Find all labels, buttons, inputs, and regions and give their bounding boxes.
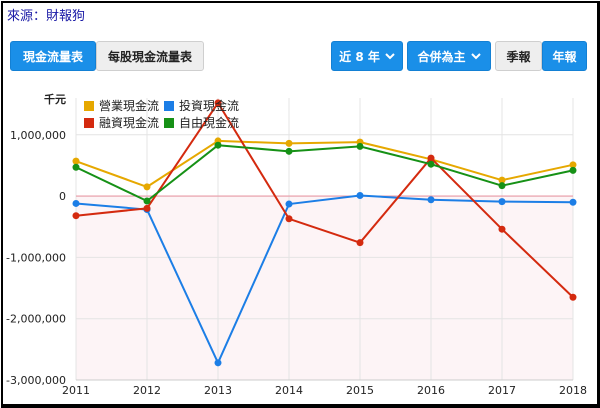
data-point-operating: [498, 176, 506, 184]
data-point-financing: [143, 204, 151, 212]
data-point-free: [498, 182, 506, 190]
legend-label-free: 自由現金流: [179, 115, 239, 130]
data-point-investing: [72, 199, 80, 207]
data-point-free: [143, 197, 151, 205]
data-point-free: [72, 163, 80, 171]
tab-cash-flow[interactable]: 現金流量表: [10, 41, 96, 71]
data-point-financing: [214, 99, 222, 107]
consolidation-dropdown-label: 合併為主: [417, 49, 466, 64]
data-point-financing: [72, 212, 80, 220]
data-point-operating: [285, 139, 293, 147]
consolidation-dropdown[interactable]: 合併為主: [407, 41, 491, 71]
data-point-investing: [498, 198, 506, 206]
data-point-free: [356, 142, 364, 150]
chevron-down-icon: [470, 50, 481, 63]
legend-swatch-free: [164, 118, 174, 128]
series-line-operating: [75, 139, 574, 188]
data-point-investing: [427, 196, 435, 204]
x-tick-label: 2011: [62, 384, 90, 397]
x-tick-label: 2016: [417, 384, 445, 397]
data-point-operating: [143, 183, 151, 191]
y-axis-ticks: 1,000,000 0 -1,000,000 -2,000,000 -3,000,000: [6, 129, 66, 387]
x-tick-label: 2013: [204, 384, 232, 397]
x-tick-label: 2017: [488, 384, 516, 397]
y-tick-label: -1,000,000: [6, 251, 66, 264]
data-point-free: [285, 147, 293, 155]
data-point-operating: [72, 157, 80, 165]
data-point-free: [427, 160, 435, 168]
annual-button[interactable]: 年報: [542, 41, 587, 71]
data-point-financing: [285, 215, 293, 223]
years-dropdown[interactable]: 近 8 年: [331, 41, 403, 71]
data-point-financing: [498, 225, 506, 233]
data-point-financing: [569, 293, 577, 301]
legend-label-operating: 營業現金流: [99, 98, 159, 113]
series-layer: [72, 99, 577, 367]
data-point-operating: [569, 161, 577, 169]
negative-area-shading: [76, 196, 573, 380]
data-point-financing: [427, 154, 435, 162]
series-line-investing: [75, 194, 574, 364]
y-tick-label: 0: [59, 190, 66, 203]
y-tick-label: -2,000,000: [6, 313, 66, 326]
data-point-investing: [569, 198, 577, 206]
source-label: 來源：財報狗: [7, 9, 86, 24]
y-unit-label: 千元: [44, 92, 66, 106]
data-point-investing: [285, 200, 293, 208]
x-tick-label: 2015: [346, 384, 374, 397]
legend-swatch-investing: [164, 101, 174, 111]
data-point-free: [569, 166, 577, 174]
data-point-financing: [356, 239, 364, 247]
years-dropdown-label: 近 8 年: [339, 49, 380, 64]
quarterly-button[interactable]: 季報: [495, 41, 542, 71]
series-line-free: [75, 144, 574, 202]
chevron-down-icon: [385, 50, 395, 63]
x-tick-label: 2018: [559, 384, 587, 397]
data-point-investing: [356, 191, 364, 199]
x-axis-ticks: 2011 2012 2013 2014 2015 2016 2017 2018: [62, 384, 587, 397]
legend-swatch-financing: [84, 118, 94, 128]
x-tick-label: 2014: [275, 384, 303, 397]
y-tick-label: 1,000,000: [10, 129, 66, 142]
x-tick-label: 2012: [133, 384, 161, 397]
legend-swatch-operating: [84, 101, 94, 111]
data-point-free: [214, 141, 222, 149]
legend-label-financing: 融資現金流: [99, 115, 159, 130]
legend-label-investing: 投資現金流: [179, 98, 239, 113]
tab-per-share-cash-flow[interactable]: 每股現金流量表: [96, 41, 204, 71]
data-point-investing: [214, 359, 222, 367]
y-tick-label: -3,000,000: [6, 374, 66, 387]
